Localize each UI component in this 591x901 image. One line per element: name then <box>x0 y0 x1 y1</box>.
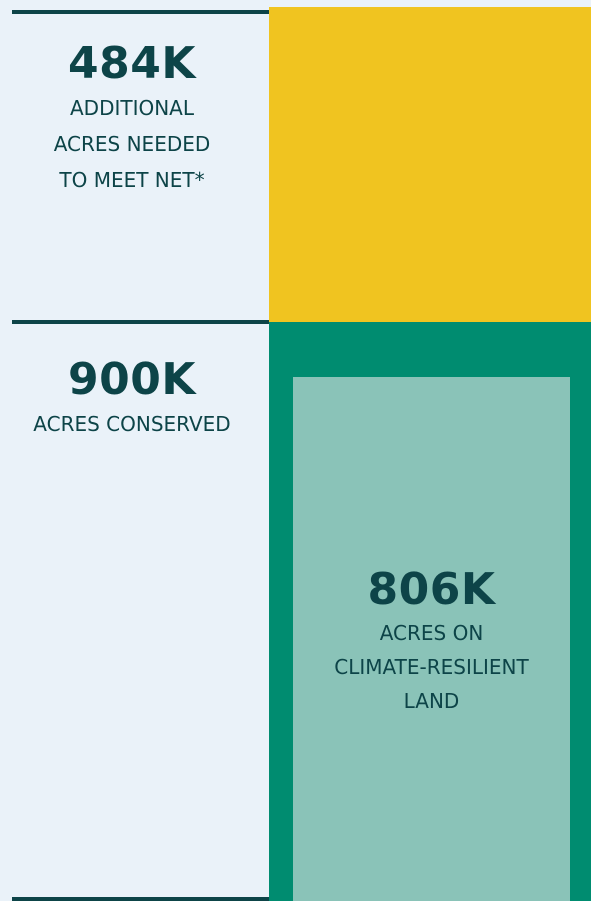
stat-label: ACRES NEEDED <box>53 132 211 156</box>
stat-value: 806K <box>367 564 496 615</box>
stat-label: ADDITIONAL <box>69 96 195 120</box>
yellow-block <box>269 7 591 322</box>
stat: 900K ACRES CONSERVED <box>0 354 264 442</box>
stat: 484K ADDITIONAL ACRES NEEDED TO MEET NET* <box>0 38 264 198</box>
divider <box>12 10 269 14</box>
stat-label: LAND <box>403 689 460 713</box>
stat-label: TO MEET NET* <box>59 168 205 192</box>
stat-value: 900K <box>68 354 196 405</box>
stat: 806K ACRES ON CLIMATE-RESILIENT LAND <box>293 564 570 718</box>
teal-block <box>293 377 570 901</box>
divider <box>12 320 269 324</box>
stat-value: 484K <box>68 38 196 89</box>
stat-label: ACRES CONSERVED <box>33 412 231 436</box>
stat-label: CLIMATE-RESILIENT <box>334 655 529 679</box>
divider <box>12 897 269 901</box>
stat-label: ACRES ON <box>379 621 484 645</box>
